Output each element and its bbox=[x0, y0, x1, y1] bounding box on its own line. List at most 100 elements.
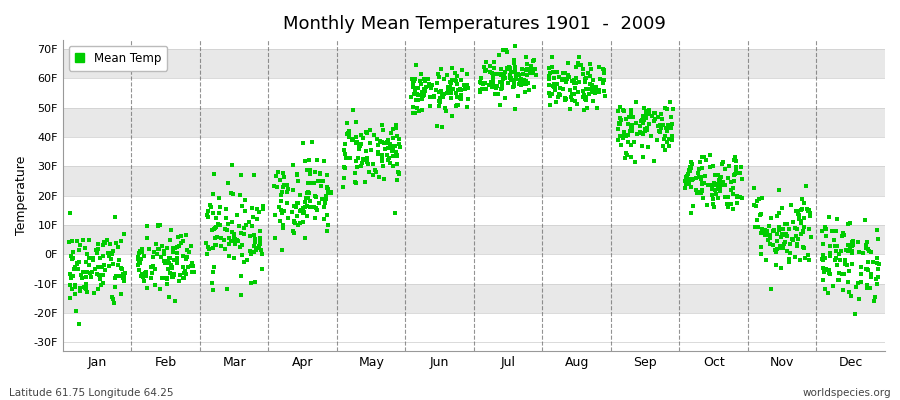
Point bbox=[495, 80, 509, 86]
Point bbox=[247, 232, 261, 238]
Point bbox=[562, 106, 577, 112]
Point bbox=[248, 279, 263, 286]
Point bbox=[310, 178, 325, 184]
Point bbox=[707, 181, 722, 187]
Point bbox=[729, 167, 743, 174]
Point bbox=[65, 256, 79, 262]
Point bbox=[543, 102, 557, 108]
Point bbox=[572, 62, 586, 68]
Point bbox=[819, 265, 833, 272]
Point bbox=[621, 121, 635, 128]
Point bbox=[292, 207, 307, 214]
Point bbox=[348, 158, 363, 164]
Point bbox=[104, 250, 118, 256]
Point bbox=[277, 174, 292, 180]
Point bbox=[222, 235, 237, 241]
Point bbox=[212, 204, 227, 210]
Point bbox=[422, 94, 436, 100]
Point bbox=[695, 188, 709, 194]
Point bbox=[712, 186, 726, 192]
Point bbox=[819, 226, 833, 232]
Point bbox=[617, 129, 632, 135]
Point bbox=[91, 286, 105, 292]
Point bbox=[660, 128, 674, 134]
Point bbox=[796, 224, 811, 230]
Point bbox=[410, 97, 425, 104]
Point bbox=[822, 214, 836, 220]
Point bbox=[597, 77, 611, 84]
Point bbox=[113, 265, 128, 271]
Point bbox=[96, 279, 111, 286]
Point bbox=[661, 122, 675, 128]
Point bbox=[301, 180, 315, 186]
Point bbox=[211, 221, 225, 228]
Point bbox=[172, 278, 186, 284]
Point bbox=[166, 257, 181, 264]
Point bbox=[771, 227, 786, 234]
Point bbox=[815, 252, 830, 258]
Point bbox=[170, 256, 184, 262]
Point bbox=[612, 120, 626, 126]
Point bbox=[500, 65, 515, 72]
Point bbox=[111, 262, 125, 268]
Point bbox=[561, 72, 575, 78]
Point bbox=[461, 96, 475, 102]
Point bbox=[271, 169, 285, 175]
Point bbox=[768, 247, 782, 254]
Text: Latitude 61.75 Longitude 64.25: Latitude 61.75 Longitude 64.25 bbox=[9, 388, 174, 398]
Point bbox=[67, 255, 81, 261]
Point bbox=[518, 80, 533, 87]
Point bbox=[352, 146, 366, 152]
Point bbox=[750, 198, 764, 204]
Point bbox=[220, 205, 234, 212]
Point bbox=[62, 271, 77, 278]
Point bbox=[388, 210, 402, 216]
Point bbox=[778, 232, 793, 238]
Point bbox=[495, 85, 509, 92]
Point bbox=[592, 87, 607, 94]
Point bbox=[91, 246, 105, 252]
Point bbox=[775, 204, 789, 211]
Point bbox=[95, 242, 110, 248]
Point bbox=[183, 249, 197, 256]
Point bbox=[277, 208, 292, 214]
Point bbox=[500, 66, 515, 73]
Point bbox=[482, 82, 496, 88]
Point bbox=[246, 214, 260, 220]
Point bbox=[201, 214, 215, 220]
Point bbox=[596, 80, 610, 87]
Point bbox=[580, 70, 595, 76]
Point bbox=[577, 92, 591, 99]
Point bbox=[408, 90, 422, 96]
Point bbox=[626, 139, 641, 146]
Point bbox=[442, 86, 456, 92]
Point bbox=[208, 225, 222, 231]
Point bbox=[377, 140, 392, 146]
Point bbox=[696, 195, 710, 202]
Point bbox=[618, 115, 633, 122]
Point bbox=[226, 190, 240, 197]
Point bbox=[610, 137, 625, 143]
Point bbox=[583, 73, 598, 79]
Point bbox=[201, 208, 215, 214]
Point bbox=[161, 265, 176, 272]
Point bbox=[386, 152, 400, 159]
Point bbox=[413, 81, 428, 88]
Point bbox=[747, 224, 761, 230]
Point bbox=[212, 195, 226, 201]
Point bbox=[419, 83, 434, 90]
Point bbox=[92, 272, 106, 278]
Point bbox=[507, 68, 521, 75]
Point bbox=[716, 159, 731, 166]
Point bbox=[137, 253, 151, 259]
Point bbox=[553, 85, 567, 91]
Point bbox=[70, 259, 85, 266]
Point bbox=[454, 86, 468, 92]
Point bbox=[846, 241, 860, 247]
Point bbox=[797, 255, 812, 261]
Point bbox=[385, 148, 400, 154]
Point bbox=[308, 193, 322, 200]
Point bbox=[73, 241, 87, 248]
Point bbox=[504, 77, 518, 83]
Point bbox=[564, 78, 579, 84]
